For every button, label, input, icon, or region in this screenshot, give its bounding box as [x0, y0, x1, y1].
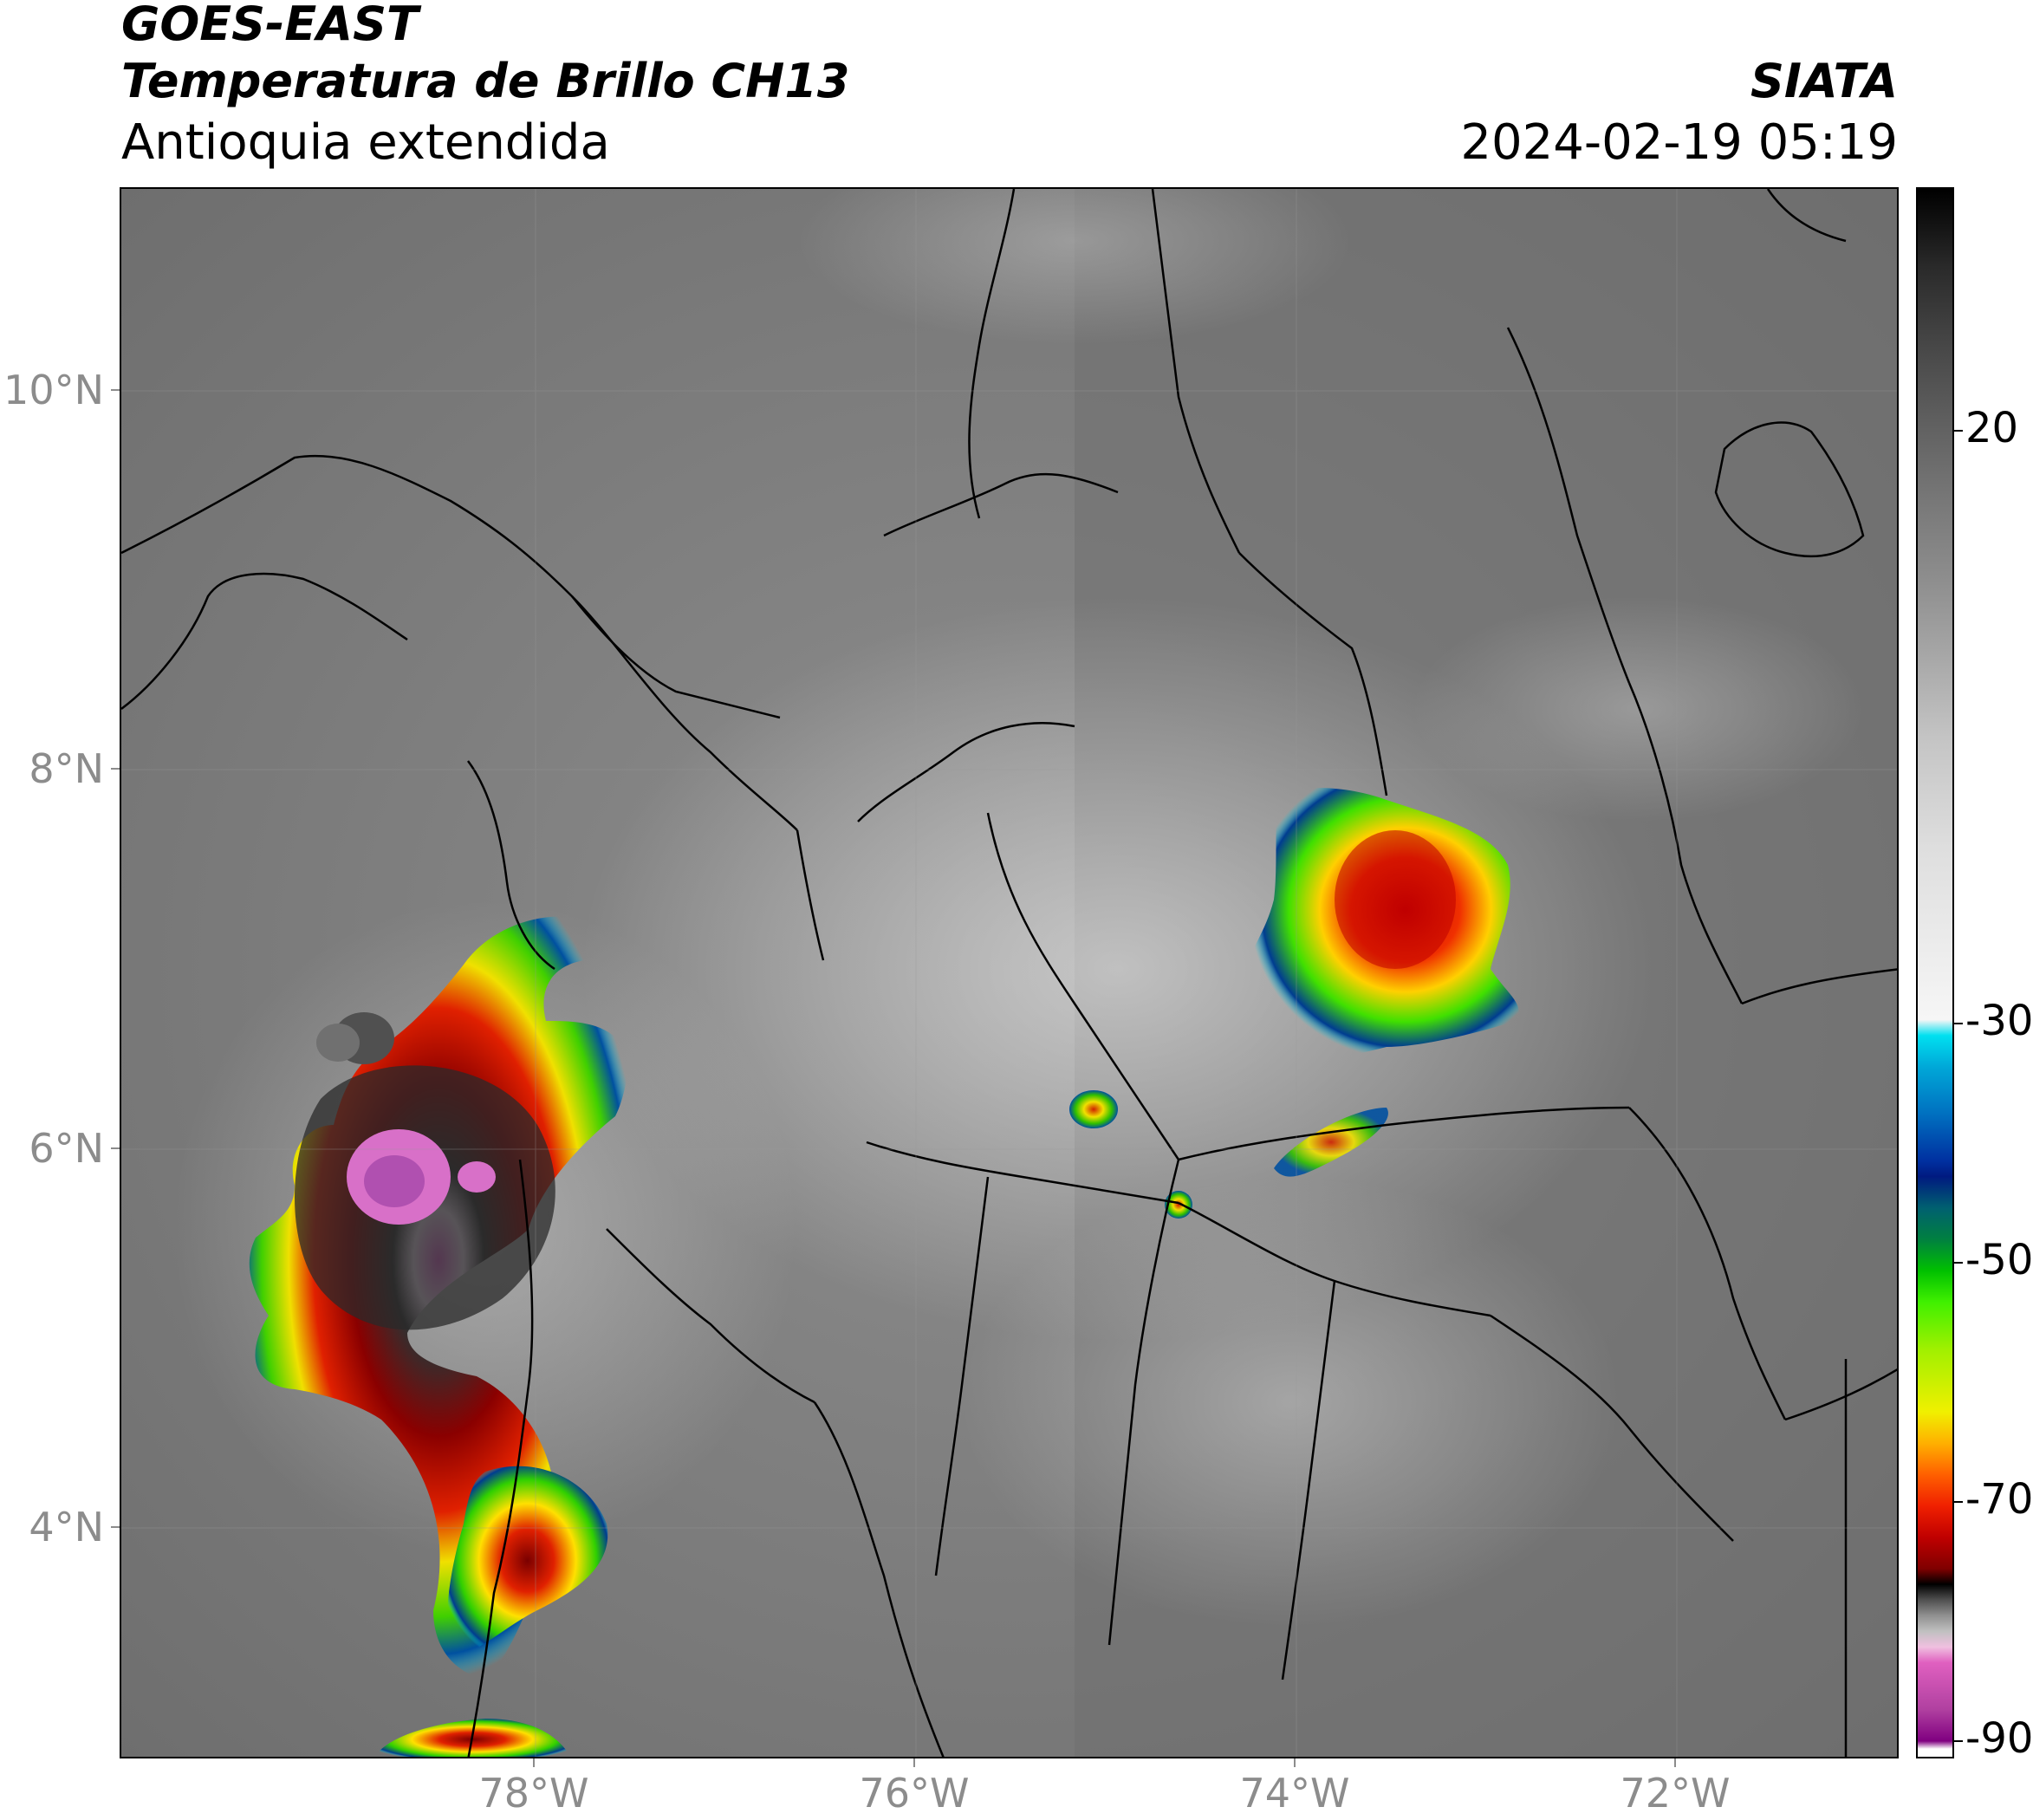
colorbar-label-minus90: -90: [1965, 1714, 2033, 1763]
small-cell: [1069, 1090, 1118, 1128]
lat-label-10n: 10°N: [3, 367, 104, 413]
graticule: [121, 189, 1897, 1757]
region-subtitle: Antioquia extendida: [121, 114, 610, 171]
satellite-map[interactable]: [120, 187, 1899, 1758]
satellite-title: GOES-EAST: [121, 0, 419, 51]
political-boundaries: [121, 189, 1897, 1757]
convective-cell-south: [446, 1466, 608, 1655]
lat-label-8n: 8°N: [29, 745, 104, 792]
lon-label-78w: 78°W: [478, 1770, 589, 1817]
colorbar: [1916, 187, 1954, 1758]
colorbar-label-minus50: -50: [1965, 1236, 2033, 1284]
lon-label-76w: 76°W: [859, 1770, 970, 1817]
product-title: Temperatura de Brillo CH13: [121, 54, 850, 108]
map-canvas: [121, 189, 1897, 1757]
colorbar-label-20: 20: [1965, 404, 2019, 452]
lat-label-6n: 6°N: [29, 1125, 104, 1172]
lon-label-72w: 72°W: [1620, 1770, 1731, 1817]
datetime-label: 2024-02-19 05:19: [1460, 114, 1898, 171]
brand-label: SIATA: [1750, 54, 1898, 108]
colorbar-label-minus30: -30: [1965, 997, 2033, 1045]
lon-label-74w: 74°W: [1239, 1770, 1350, 1817]
colorbar-label-minus70: -70: [1965, 1475, 2033, 1524]
lat-label-4n: 4°N: [29, 1504, 104, 1550]
